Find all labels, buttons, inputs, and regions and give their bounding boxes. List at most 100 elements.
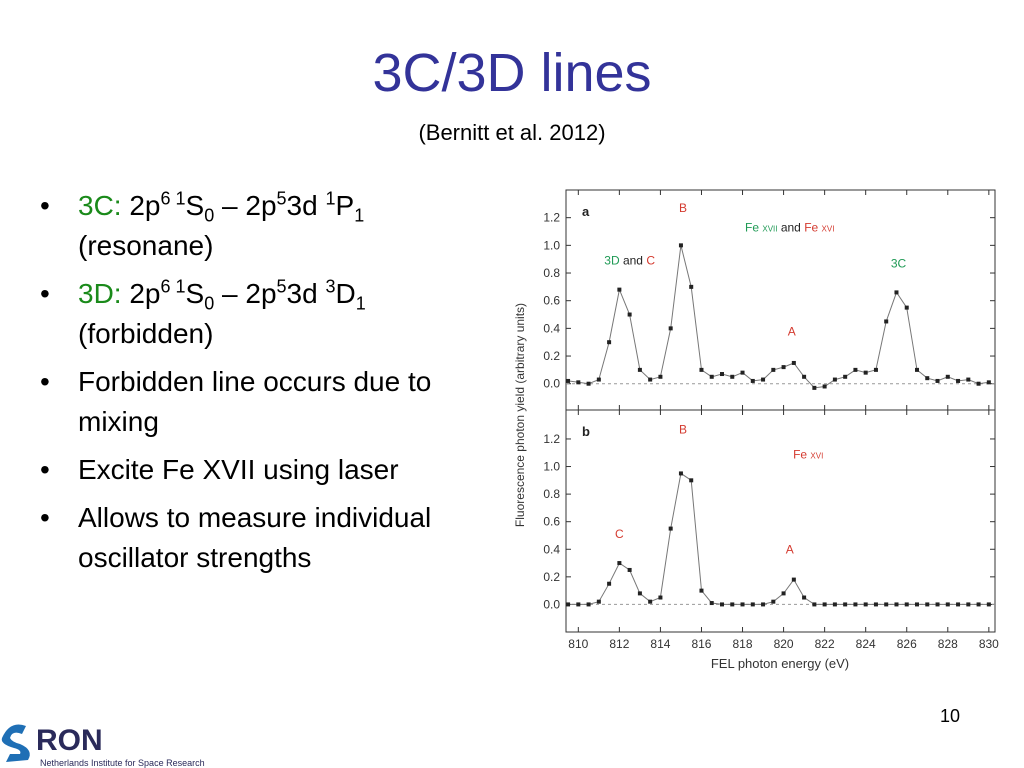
data-point <box>668 526 673 531</box>
annotation-part: A <box>788 324 796 338</box>
data-point <box>935 378 940 383</box>
data-point <box>853 602 858 607</box>
data-point <box>596 599 601 604</box>
data-point <box>873 367 878 372</box>
data-point <box>802 374 807 379</box>
annotation-part: C <box>646 254 655 268</box>
bullet-text: S <box>185 190 205 221</box>
data-point <box>627 567 632 572</box>
data-point <box>761 602 766 607</box>
x-tick-label: 810 <box>568 637 588 651</box>
data-point <box>894 290 899 295</box>
slide-title: 3C/3D lines <box>372 43 652 103</box>
annotation-part: and <box>777 221 804 235</box>
y-tick-label: 0.0 <box>543 597 560 611</box>
annotation: 3D and C <box>604 254 655 268</box>
bullet-text: – 2p <box>214 278 277 309</box>
data-point <box>648 599 653 604</box>
annotation-part: Fe <box>804 221 821 235</box>
annotation: Fe XVI <box>793 447 823 461</box>
y-tick-label: 0.6 <box>543 515 560 529</box>
data-point <box>637 591 642 596</box>
bullet: Allows to measure individual oscillator … <box>40 498 480 578</box>
y-tick-label: 0.6 <box>543 294 560 308</box>
data-point <box>761 377 766 382</box>
bullet-text: 2p <box>121 278 161 309</box>
bullet-text: 5 <box>276 276 287 297</box>
data-point <box>945 602 950 607</box>
data-point <box>822 384 827 389</box>
annotation-part: XVI <box>810 451 823 460</box>
x-tick-label: 820 <box>774 637 794 651</box>
bullet-text: Allows to measure individual oscillator … <box>78 502 440 573</box>
y-tick-label: 0.0 <box>543 377 560 391</box>
bullet-text: 2p <box>121 190 161 221</box>
annotation: B <box>679 422 687 436</box>
bullet-text: 6 1 <box>160 188 186 209</box>
annotation-part: XVII <box>762 225 777 234</box>
data-point <box>822 602 827 607</box>
data-point <box>596 377 601 382</box>
data-point <box>617 561 622 566</box>
data-point <box>750 602 755 607</box>
y-tick-label: 0.8 <box>543 266 560 280</box>
data-point <box>832 377 837 382</box>
y-tick-label: 0.8 <box>543 487 560 501</box>
data-point <box>915 602 919 607</box>
data-point <box>802 595 807 600</box>
data-point <box>658 595 663 600</box>
annotation-part: Fe <box>745 221 762 235</box>
data-point <box>586 381 591 386</box>
annotation-part: B <box>679 422 687 436</box>
annotation: B <box>679 201 687 215</box>
data-point <box>925 602 930 607</box>
data-point <box>637 367 642 372</box>
data-point <box>586 602 591 607</box>
data-point <box>781 591 786 596</box>
data-point <box>627 312 632 317</box>
data-point <box>976 602 981 607</box>
bullet-text: 3d <box>286 278 326 309</box>
bullet-text: S <box>185 278 205 309</box>
data-point <box>812 602 817 607</box>
data-point <box>863 602 868 607</box>
x-axis-label: FEL photon energy (eV) <box>711 656 849 671</box>
x-tick-label: 816 <box>691 637 711 651</box>
x-tick-label: 822 <box>815 637 835 651</box>
data-point <box>894 602 899 607</box>
bullet-text: 3 <box>325 276 336 297</box>
plot-frame <box>565 409 996 633</box>
data-point <box>617 287 622 292</box>
data-point <box>791 360 796 365</box>
bullet-text: Forbidden line occurs due to mixing <box>78 366 440 437</box>
bullet-text: 3d <box>286 190 326 221</box>
bullet-text: – 2p <box>214 190 277 221</box>
data-point <box>771 367 776 372</box>
data-point <box>730 374 735 379</box>
data-point <box>791 577 796 582</box>
y-tick-label: 0.4 <box>543 321 560 335</box>
data-point <box>607 581 612 586</box>
data-point <box>607 340 612 345</box>
y-tick-label: 1.2 <box>543 432 560 446</box>
annotation: C <box>615 527 624 541</box>
bullet-text: 1 <box>325 188 336 209</box>
annotation: Fe XVII and Fe XVI <box>745 221 834 235</box>
data-point <box>730 602 735 607</box>
bullet-text: 6 1 <box>160 276 186 297</box>
bullet-text: D <box>335 278 356 309</box>
bullet-text: 0 <box>204 293 215 314</box>
logo-org: Netherlands Institute for Space Research <box>40 758 205 768</box>
data-point <box>966 377 971 382</box>
bullet: Excite Fe XVII using laser <box>40 450 480 490</box>
logo-text: RON <box>36 724 103 757</box>
data-point <box>884 602 889 607</box>
data-point <box>566 602 571 607</box>
data-point <box>873 602 878 607</box>
data-point <box>740 370 745 375</box>
data-point <box>986 380 991 385</box>
data-point <box>966 602 971 607</box>
y-tick-label: 0.2 <box>543 349 560 363</box>
data-point <box>720 372 724 377</box>
